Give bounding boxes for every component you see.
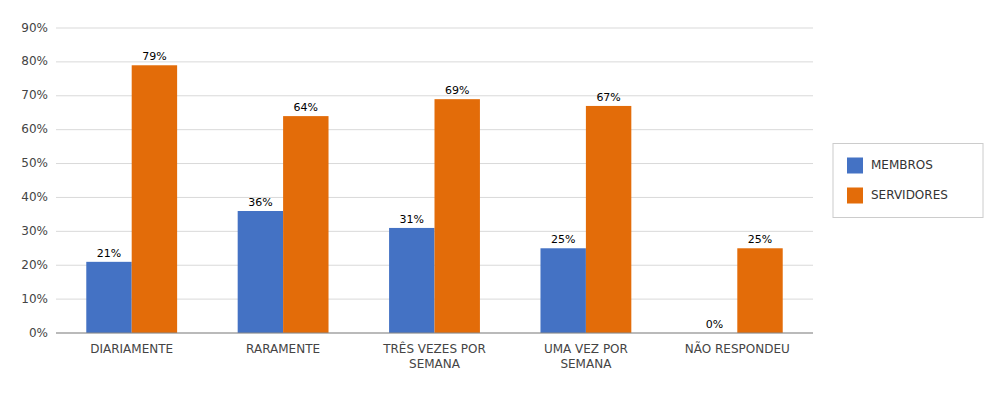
bar: [435, 99, 480, 333]
x-tick-label: TRÊS VEZES PORSEMANA: [382, 341, 486, 371]
data-label: 64%: [294, 101, 318, 114]
legend-swatch: [847, 188, 863, 204]
grid-line: [56, 28, 813, 29]
bar: [389, 228, 434, 333]
data-label: 25%: [748, 233, 772, 246]
legend-label: MEMBROS: [871, 158, 933, 172]
legend-label: SERVIDORES: [871, 188, 948, 202]
bar: [283, 116, 328, 333]
legend: MEMBROS SERVIDORES: [833, 144, 983, 218]
chart: 0% 10% 20% 30% 40% 50% 60% 70% 80% 90% 21% 36% 31% 25…: [0, 0, 1003, 395]
y-tick-label: 10%: [21, 292, 48, 306]
chart-container: 0% 10% 20% 30% 40% 50% 60% 70% 80% 90% 21% 36% 31% 25…: [0, 0, 1003, 395]
y-tick-label: 30%: [21, 224, 48, 238]
data-label: 36%: [248, 196, 272, 209]
legend-box: [833, 144, 983, 218]
data-label: 0%: [706, 318, 723, 331]
data-label: 69%: [445, 84, 469, 97]
x-tick-label: NÃO RESPONDEU: [685, 341, 790, 356]
y-tick-label: 50%: [21, 156, 48, 170]
grid-line: [56, 333, 813, 334]
bar: [132, 65, 177, 333]
y-tick-label: 0%: [29, 326, 48, 340]
y-tick-label: 70%: [21, 88, 48, 102]
y-tick-label: 90%: [21, 21, 48, 35]
grid-line: [56, 61, 813, 62]
data-label: 79%: [142, 50, 166, 63]
bar: [737, 248, 782, 333]
y-tick-label: 40%: [21, 190, 48, 204]
x-tick-label: RARAMENTE: [246, 342, 320, 356]
data-label: 25%: [551, 233, 575, 246]
legend-swatch: [847, 158, 863, 174]
y-tick-label: 20%: [21, 258, 48, 272]
y-tick-label: 80%: [21, 54, 48, 68]
data-label: 21%: [97, 247, 121, 260]
bars: [86, 65, 782, 333]
bar: [586, 106, 631, 333]
x-axis-line: [56, 333, 813, 334]
x-tick-label: DIARIAMENTE: [90, 342, 173, 356]
grid: [56, 28, 813, 333]
x-axis: DIARIAMENTE RARAMENTE TRÊS VEZES PORSEMANA…: [90, 341, 790, 371]
y-tick-label: 60%: [21, 122, 48, 136]
bar: [238, 211, 283, 333]
data-label: 31%: [400, 213, 424, 226]
y-axis: 0% 10% 20% 30% 40% 50% 60% 70% 80% 90%: [21, 21, 48, 340]
bar: [540, 248, 585, 333]
data-label: 67%: [596, 91, 620, 104]
x-tick-label: UMA VEZ PORSEMANA: [544, 342, 628, 371]
data-labels: 21% 36% 31% 25% 0% 79% 64% 69% 67% 25%: [97, 50, 772, 331]
bar: [86, 262, 131, 333]
